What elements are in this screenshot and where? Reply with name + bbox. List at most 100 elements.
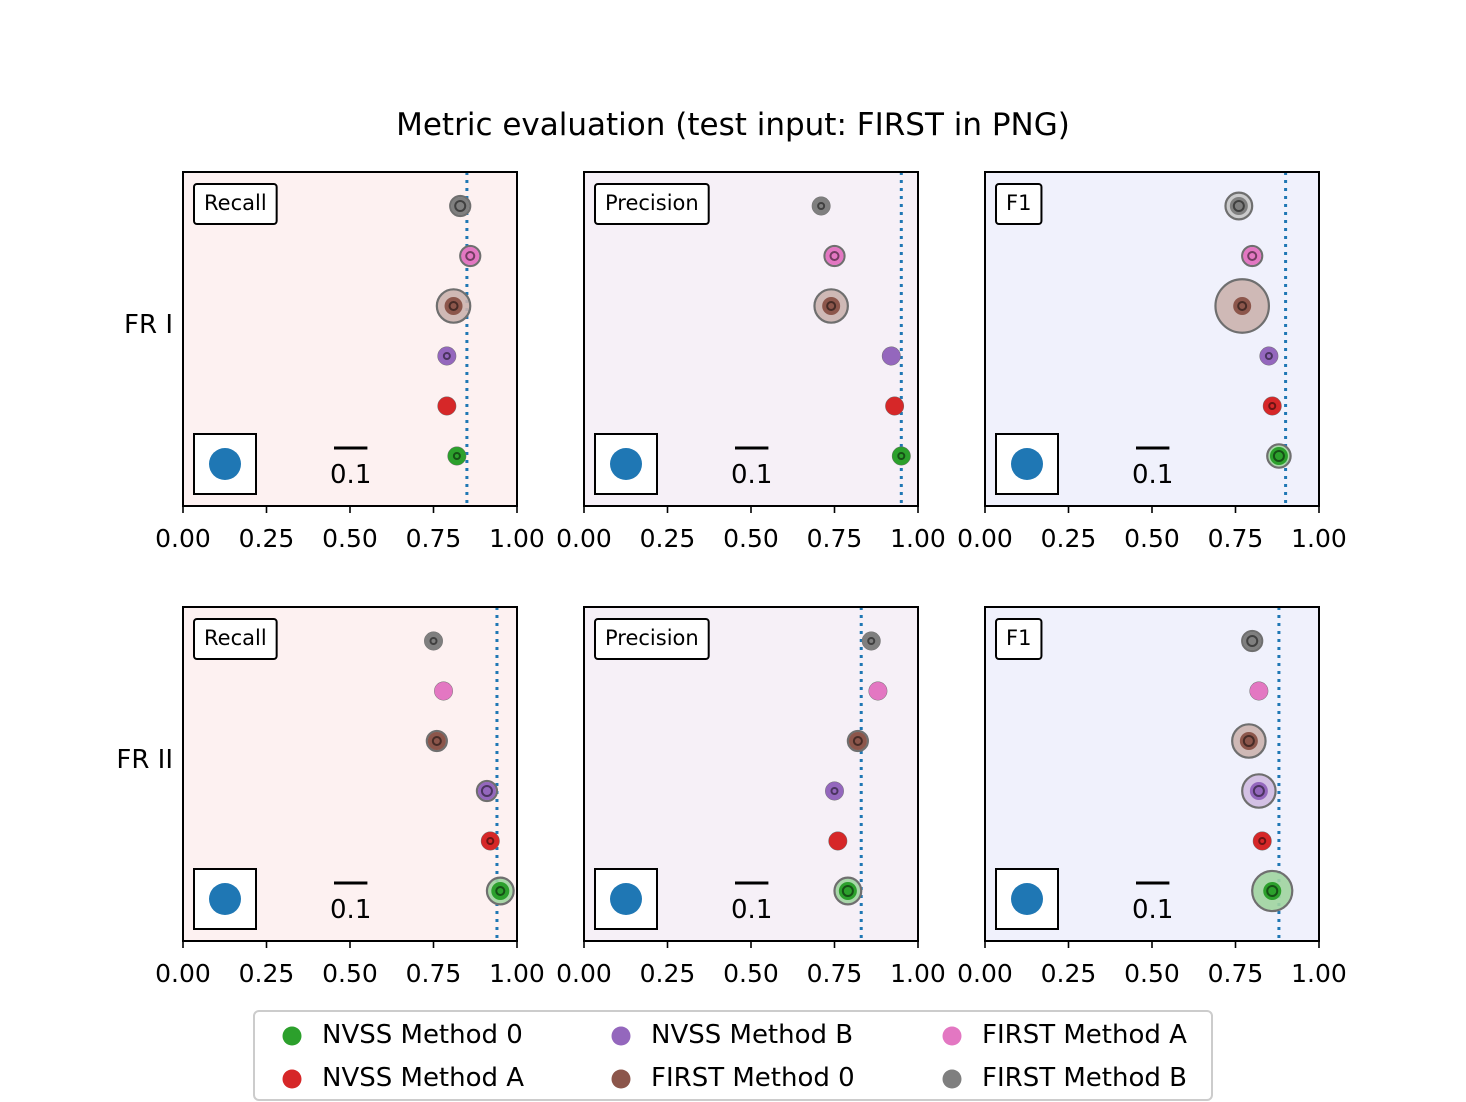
x-tick-label: 0.25: [239, 524, 295, 553]
legend-entry-first-method-0: FIRST Method 0: [611, 1063, 855, 1093]
point-inner-first-method-0: [1242, 734, 1255, 748]
metric-label: Precision: [605, 626, 699, 650]
panel-fr-i-recall: 0.1 Recall 0.00 0.25 0.50 0.75 1.00: [155, 171, 545, 553]
legend-marker: [942, 1069, 962, 1089]
x-tick-label: 0.50: [1124, 959, 1180, 988]
point-inner-first-method-0: [826, 300, 837, 312]
point-inner-first-method-b: [1232, 199, 1245, 213]
point-inner-first-method-b: [429, 636, 438, 646]
legend-entry-first-method-b: FIRST Method B: [942, 1063, 1187, 1093]
point-nvss-method-b: [477, 782, 496, 800]
metric-label-box: [995, 618, 1043, 660]
point-inner-nvss-method-a: [1258, 836, 1267, 846]
point-inner-nvss-method-a: [1268, 401, 1277, 411]
metric-label: F1: [1006, 191, 1031, 215]
point-first-method-a: [868, 682, 887, 700]
panel-fr-i-f1: 0.1 F1 0.00 0.25 0.50 0.75 1.00: [957, 171, 1347, 553]
point-inner-first-method-b: [817, 201, 826, 211]
row-label-fr-i: FR I: [124, 310, 173, 340]
legend-marker: [282, 1026, 302, 1046]
metric-label-box: [995, 183, 1043, 225]
point-inner-first-method-b: [1246, 634, 1259, 648]
point-nvss-method-0: [1263, 882, 1282, 900]
metric-label-box: [193, 618, 278, 660]
point-first-method-a: [1249, 682, 1268, 700]
point-nvss-method-a: [828, 832, 847, 850]
point-inner-nvss-method-b: [1252, 784, 1265, 798]
point-nvss-method-a: [437, 397, 456, 415]
point-first-method-0: [427, 732, 446, 750]
x-tick-label: 0.00: [957, 524, 1013, 553]
point-inner-first-method-0: [448, 300, 459, 312]
point-first-method-0: [444, 297, 463, 315]
point-inner-nvss-method-0: [495, 885, 506, 897]
point-nvss-method-b: [1249, 782, 1268, 800]
point-nvss-method-0: [491, 882, 510, 900]
point-first-method-a: [1243, 247, 1262, 265]
x-tick-label: 0.50: [723, 959, 779, 988]
point-inner-nvss-method-b: [442, 351, 451, 361]
x-tick-label: 0.25: [1041, 959, 1097, 988]
point-first-method-0: [1239, 732, 1258, 750]
point-first-method-0: [1233, 297, 1252, 315]
figure-title: Metric evaluation (test input: FIRST in …: [396, 107, 1070, 143]
x-tick-label: 0.75: [1208, 524, 1264, 553]
metric-label: F1: [1006, 626, 1031, 650]
point-first-method-b: [1229, 197, 1248, 215]
point-nvss-method-a: [1253, 832, 1272, 850]
point-inner-first-method-0: [1237, 300, 1248, 312]
scale-bar-label: 0.1: [330, 895, 371, 925]
x-tick-label: 0.50: [1124, 524, 1180, 553]
point-first-method-0: [848, 732, 867, 750]
point-nvss-method-a: [481, 832, 500, 850]
legend-label: NVSS Method A: [322, 1063, 524, 1093]
point-first-method-b: [1243, 632, 1262, 650]
panel-fr-ii-recall: 0.1 Recall 0.00 0.25 0.50 0.75 1.00: [155, 606, 545, 988]
point-nvss-method-0: [447, 447, 466, 465]
point-nvss-method-0: [838, 882, 857, 900]
point-inner-first-method-b: [454, 199, 467, 213]
point-nvss-method-b: [437, 347, 456, 365]
point-nvss-method-b: [882, 347, 901, 365]
point-inner-first-method-a: [829, 250, 840, 262]
size-scale-marker: [209, 883, 241, 915]
x-tick-label: 0.75: [406, 524, 462, 553]
legend-label: NVSS Method 0: [322, 1020, 523, 1050]
point-nvss-method-a: [1263, 397, 1282, 415]
metric-label-box: [594, 183, 710, 225]
legend-label: FIRST Method B: [982, 1063, 1187, 1093]
x-tick-label: 0.25: [640, 524, 696, 553]
legend-marker: [282, 1069, 302, 1089]
legend-marker: [611, 1069, 631, 1089]
x-tick-label: 1.00: [489, 524, 545, 553]
scale-bar-label: 0.1: [731, 460, 772, 490]
legend-entry-nvss-method-a: NVSS Method A: [282, 1063, 524, 1093]
legend-marker: [942, 1026, 962, 1046]
point-nvss-method-0: [1269, 447, 1288, 465]
legend-label: FIRST Method A: [982, 1020, 1187, 1050]
point-inner-nvss-method-0: [897, 451, 906, 461]
point-inner-first-method-0: [852, 735, 863, 747]
panel-fr-ii-f1: 0.1 F1 0.00 0.25 0.50 0.75 1.00: [957, 606, 1347, 988]
x-tick-label: 0.75: [406, 959, 462, 988]
point-inner-first-method-a: [465, 250, 476, 262]
x-tick-label: 0.50: [723, 524, 779, 553]
point-first-method-a: [825, 247, 844, 265]
x-tick-label: 0.00: [155, 959, 211, 988]
x-tick-label: 1.00: [1291, 524, 1347, 553]
x-tick-label: 0.25: [640, 959, 696, 988]
size-scale-marker: [610, 448, 642, 480]
x-tick-label: 0.75: [807, 524, 863, 553]
point-inner-nvss-method-b: [480, 784, 493, 798]
scale-bar-label: 0.1: [731, 895, 772, 925]
x-tick-label: 1.00: [890, 959, 946, 988]
size-scale-marker: [610, 883, 642, 915]
point-inner-first-method-a: [1247, 250, 1258, 262]
row-label-fr-ii: FR II: [116, 745, 173, 775]
legend-entry-nvss-method-b: NVSS Method B: [611, 1020, 853, 1050]
point-nvss-method-0: [892, 447, 911, 465]
point-nvss-method-b: [1259, 347, 1278, 365]
scale-bar-label: 0.1: [330, 460, 371, 490]
size-scale-marker: [1011, 883, 1043, 915]
